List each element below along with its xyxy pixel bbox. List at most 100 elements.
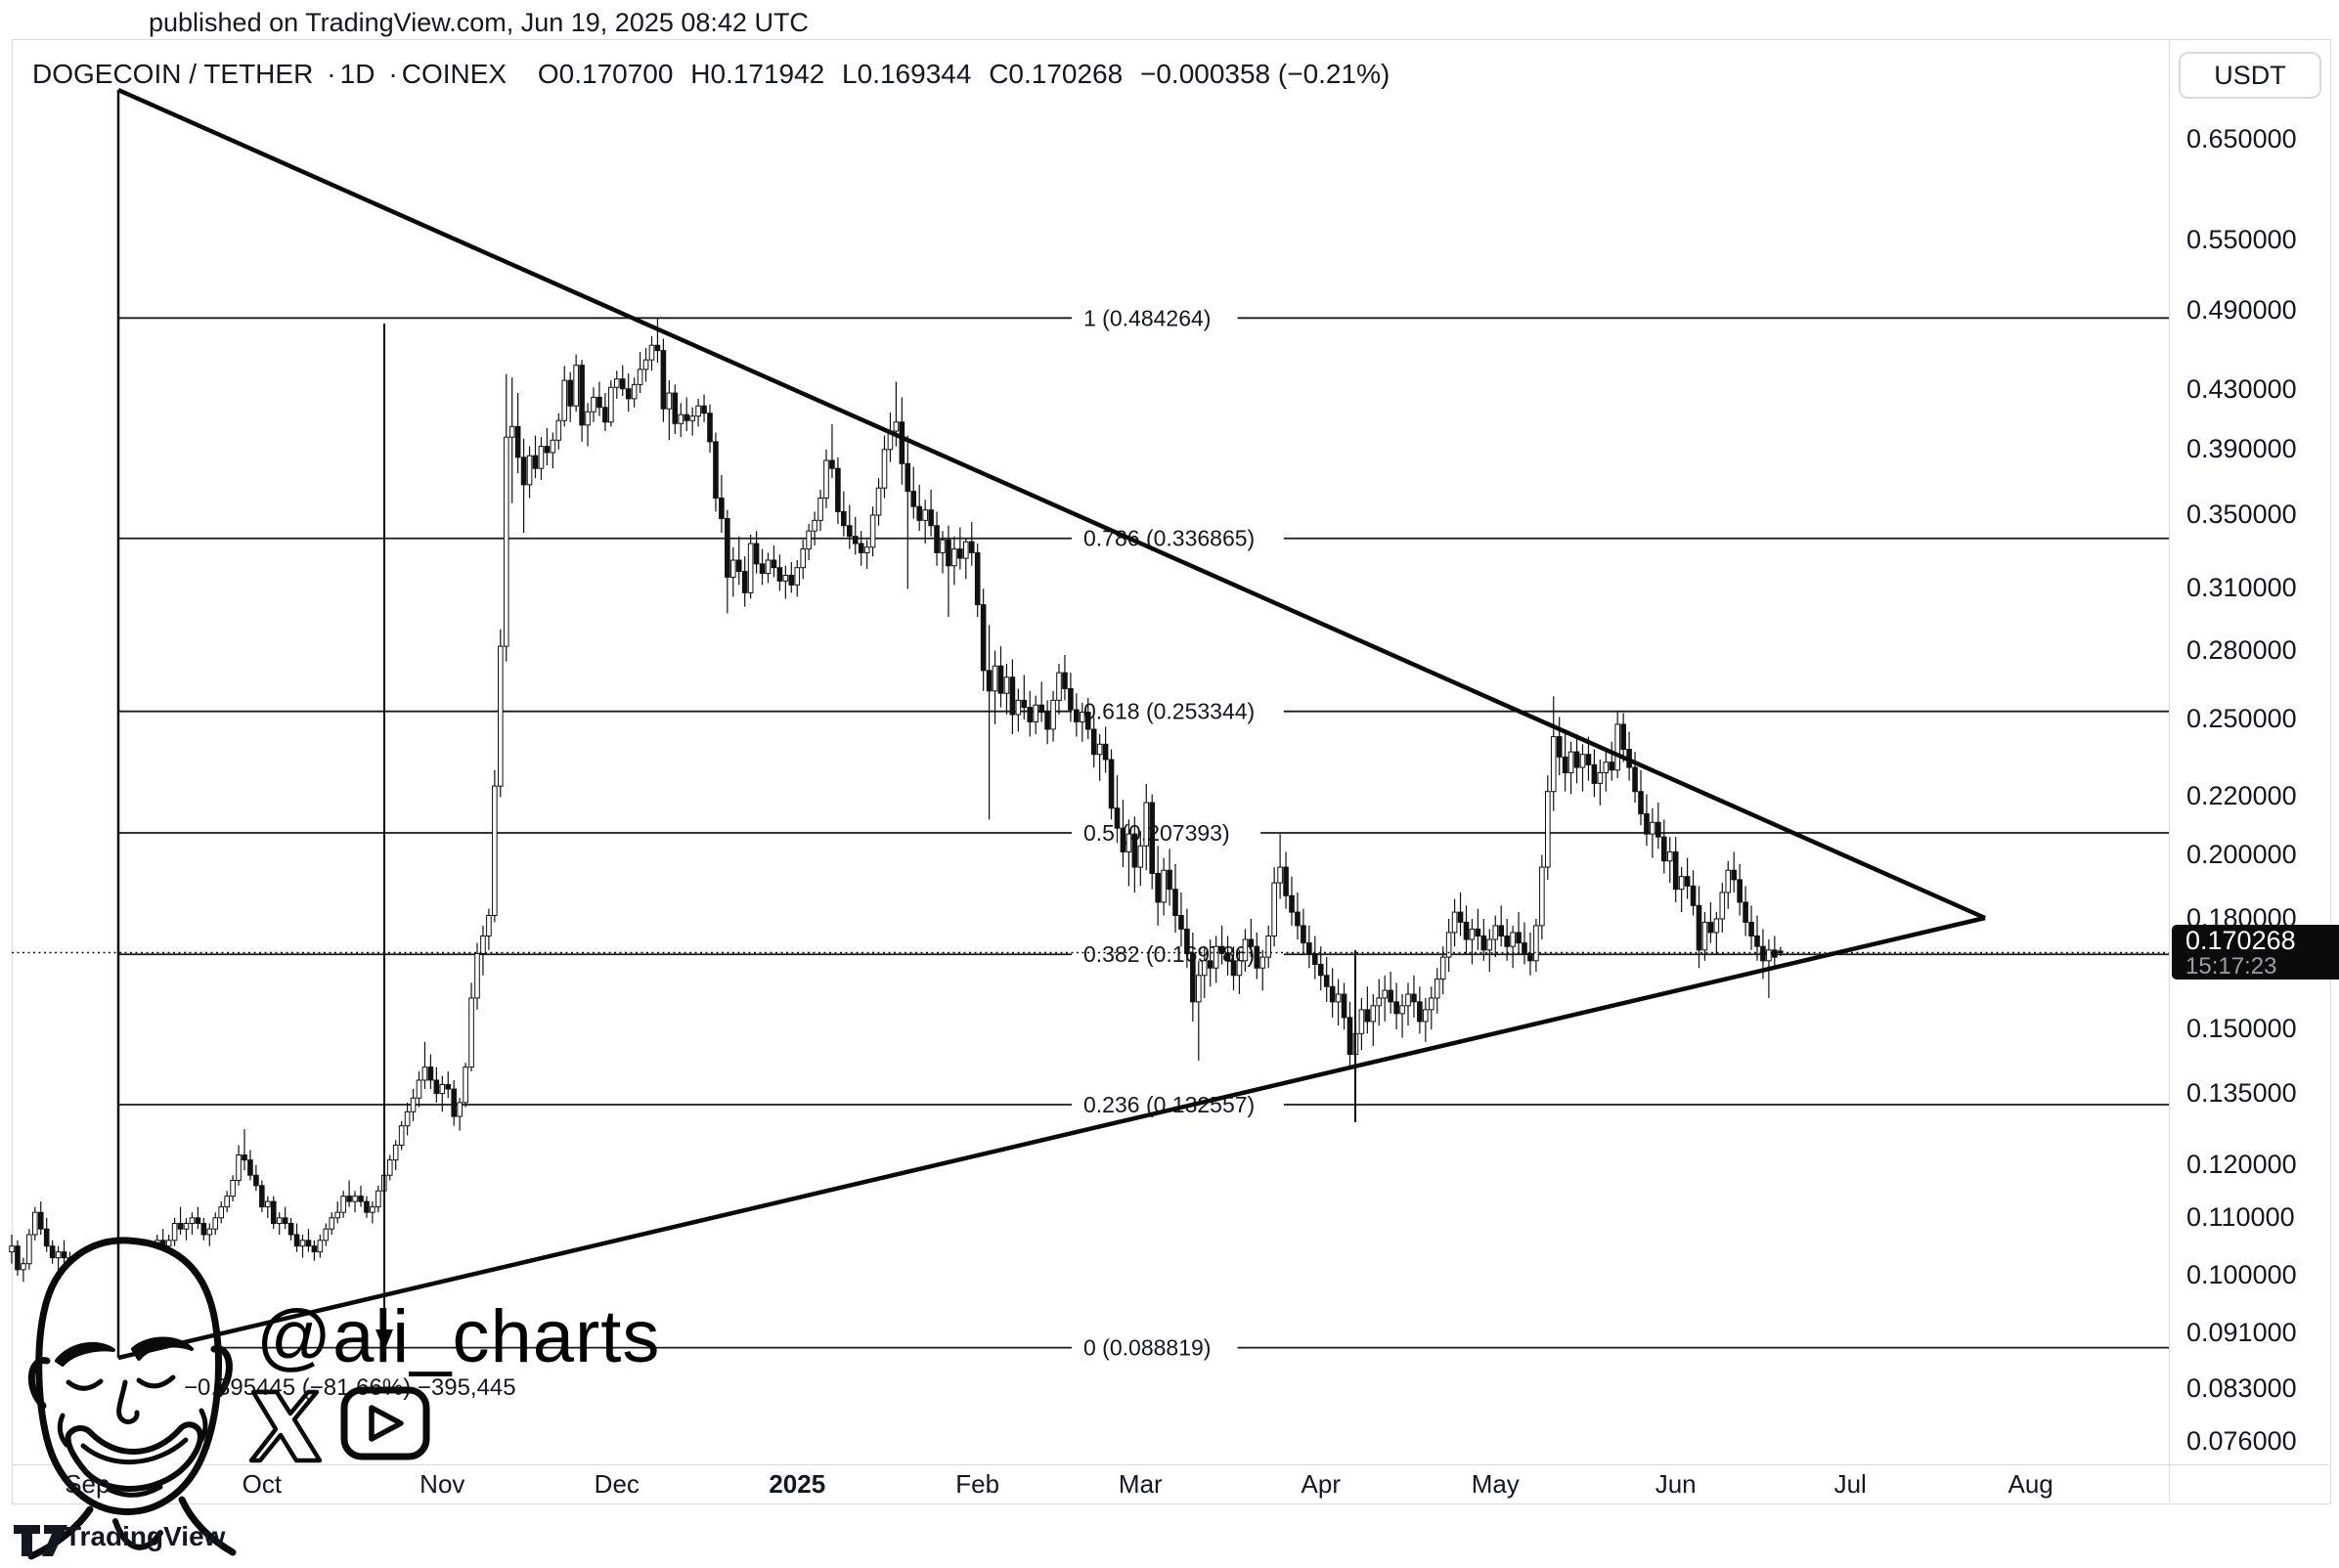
candle-body (1080, 712, 1085, 722)
candle-body (829, 459, 835, 469)
candle-body (555, 419, 562, 441)
candle-body (1027, 707, 1034, 722)
candle-body (619, 378, 626, 390)
price-tick-label: 0.076000 (2186, 1426, 2297, 1457)
candle-body (1295, 911, 1301, 927)
header-separator: · (327, 59, 336, 89)
candle-body (1556, 736, 1563, 758)
candle-body (940, 539, 946, 553)
candle-body (1283, 866, 1289, 896)
candle-body (1277, 866, 1283, 884)
candle-body (858, 543, 864, 553)
candle-body (1033, 704, 1039, 722)
fib-level-label: 0 (0.088819) (1083, 1335, 1211, 1361)
candle-body (637, 369, 643, 385)
symbol-name[interactable]: DOGECOIN / TETHER (32, 59, 314, 89)
candle-body (707, 413, 713, 443)
candle-body (270, 1200, 277, 1224)
price-tick-label: 0.350000 (2186, 499, 2297, 529)
candle-body (236, 1154, 242, 1181)
candle-body (1748, 921, 1754, 936)
open-value: O0.170700 (537, 59, 674, 89)
triangle-upper-trendline[interactable] (117, 87, 1986, 921)
candle-body (1172, 889, 1178, 917)
candle-body (1451, 911, 1458, 934)
avatar-right-eye (136, 1374, 176, 1389)
fib-retracement-labels: 1 (0.484264)0.786 (0.336865)0.618 (0.253… (1083, 305, 1255, 1360)
time-tick-label: Jul (1833, 1469, 1867, 1499)
candle-body (678, 414, 684, 424)
candle-body (1632, 766, 1638, 793)
candle-body (963, 541, 969, 559)
candle-body (1678, 876, 1685, 891)
avatar-mouth (65, 1421, 203, 1492)
candle-body (305, 1240, 312, 1247)
candle-body (1533, 925, 1539, 962)
candle-body (1539, 866, 1545, 927)
candle-body (1102, 743, 1109, 761)
candle-body (165, 1240, 172, 1247)
candle-body (1463, 921, 1470, 940)
symbol-header[interactable]: DOGECOIN / TETHER · 1D · COINEX O0.170700 H0… (32, 59, 1399, 90)
triangle-lower-trendline[interactable] (117, 915, 1986, 1361)
candle-body (968, 541, 975, 553)
last-price-badge: 0.170268 15:17:23 (2172, 925, 2339, 980)
candle-body (1015, 699, 1022, 716)
tradingview-footer-wordmark[interactable]: TradingView (65, 1521, 226, 1551)
candle-body (1178, 915, 1184, 930)
time-tick-label: Jun (1655, 1469, 1697, 1499)
candle-body (1242, 938, 1249, 962)
candle-body (1399, 1005, 1405, 1015)
candle-body (1492, 925, 1499, 940)
candle-body (759, 563, 766, 575)
candle-body (1190, 952, 1196, 1003)
candle-body (43, 1228, 50, 1247)
candle-body (863, 546, 870, 553)
candle-body (1545, 791, 1551, 868)
candle-body (1062, 672, 1068, 689)
candle-body (1108, 759, 1115, 809)
candle-body (1707, 921, 1714, 934)
timeframe[interactable]: 1D (339, 59, 375, 89)
candle-body (183, 1222, 190, 1230)
candle-body (544, 446, 551, 454)
candle-body (1439, 956, 1446, 980)
candle-body (433, 1079, 440, 1095)
candle-body (1021, 699, 1028, 709)
drawing-tools[interactable] (116, 87, 1986, 1361)
candle-body (224, 1196, 230, 1208)
candle-body (282, 1217, 288, 1224)
candle-body (26, 1234, 32, 1265)
candle-body (835, 467, 841, 512)
price-tick-label: 0.200000 (2186, 839, 2297, 869)
candle-body (340, 1196, 346, 1213)
candle-body (218, 1206, 224, 1219)
candle-body (352, 1196, 358, 1202)
candle-body (1603, 762, 1610, 773)
candle-body (1498, 925, 1505, 936)
candle-body (823, 459, 829, 499)
candle-body (1597, 771, 1604, 784)
candle-body (457, 1102, 463, 1117)
candle-body (514, 425, 521, 458)
candle-body (492, 785, 498, 917)
candle-body (847, 525, 853, 538)
candle-body (1161, 869, 1167, 903)
candle-body (817, 497, 823, 521)
candle-body (195, 1217, 201, 1224)
candle-body (1457, 911, 1464, 923)
candle-body (1382, 989, 1389, 999)
candle-body (905, 462, 911, 493)
candle-body (1341, 993, 1347, 1019)
currency-toggle-button[interactable]: USDT (2179, 52, 2321, 99)
candle-body (1230, 960, 1237, 977)
price-tick-label: 0.100000 (2186, 1260, 2297, 1289)
candle-body (171, 1222, 178, 1241)
avatar-left-smile-line (57, 1413, 69, 1448)
candle-body (1289, 894, 1295, 913)
price-tick-label: 0.150000 (2186, 1014, 2297, 1044)
candle-body (334, 1211, 340, 1219)
price-tick-label: 0.135000 (2186, 1077, 2297, 1108)
candle-body (579, 365, 585, 426)
